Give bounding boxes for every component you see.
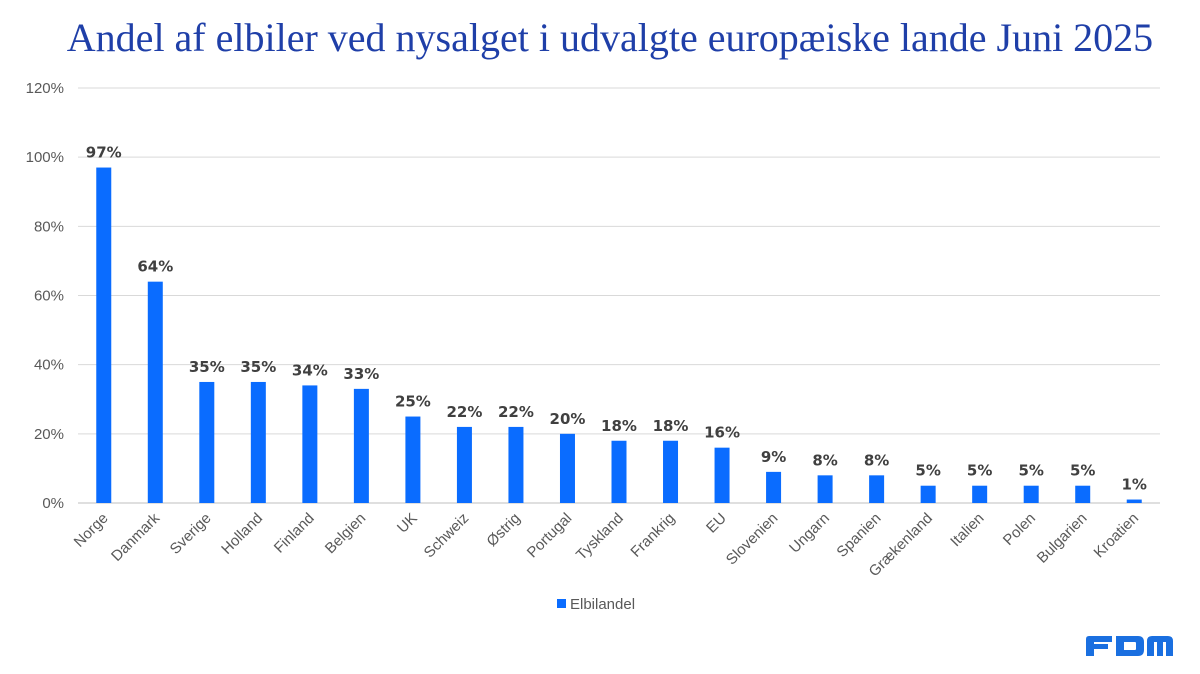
logo-letter-d — [1116, 636, 1144, 656]
bar — [1023, 485, 1039, 503]
x-tick-label: Ungarn — [786, 510, 833, 557]
data-label: 64% — [137, 258, 173, 276]
data-label: 25% — [395, 393, 431, 411]
bar — [714, 447, 730, 503]
legend: Elbilandel — [557, 596, 635, 613]
data-label: 8% — [864, 451, 889, 469]
y-tick-label: 60% — [34, 288, 64, 305]
bar — [147, 281, 163, 503]
data-label: 16% — [704, 424, 740, 442]
bar — [611, 440, 627, 503]
data-label: 5% — [915, 462, 940, 480]
x-tick-label: Sverige — [167, 510, 215, 558]
data-label: 22% — [446, 403, 482, 421]
data-label: 18% — [601, 417, 637, 435]
fdm-logo — [1086, 636, 1173, 656]
x-tick-label: EU — [703, 510, 730, 537]
y-tick-label: 0% — [42, 495, 64, 512]
data-label: 5% — [1018, 462, 1043, 480]
bar — [1126, 499, 1142, 503]
x-tick-label: Kroatien — [1091, 510, 1143, 562]
bar — [508, 426, 524, 503]
data-label: 5% — [967, 462, 992, 480]
bar — [353, 388, 369, 503]
bar — [250, 381, 266, 503]
bar — [920, 485, 936, 503]
x-tick-label: Tyskland — [573, 510, 627, 564]
bar — [766, 471, 782, 503]
data-label: 5% — [1070, 462, 1095, 480]
x-tick-label: Polen — [1000, 510, 1039, 549]
data-labels: 97% 64% 35% 35% 34% 33% 25% 22% 22% 20% 18% 18% 16% 9… — [86, 144, 1147, 494]
data-label: 18% — [653, 417, 689, 435]
logo-letter-m — [1147, 636, 1173, 656]
data-label: 1% — [1122, 476, 1147, 494]
x-tick-label: Finland — [271, 510, 318, 557]
bar — [405, 416, 421, 503]
data-label: 34% — [292, 361, 328, 379]
x-tick-label: Holland — [218, 510, 266, 558]
x-tick-label: Slovenien — [723, 510, 782, 569]
data-label: 9% — [761, 448, 786, 466]
y-tick-label: 100% — [26, 149, 64, 166]
data-label: 97% — [86, 144, 122, 162]
y-tick-label: 40% — [34, 357, 64, 374]
y-tick-label: 20% — [34, 426, 64, 443]
data-label: 35% — [189, 358, 225, 376]
bar — [302, 385, 318, 503]
logo-letter-f — [1086, 636, 1112, 656]
data-label: 22% — [498, 403, 534, 421]
y-tick-label: 80% — [34, 218, 64, 235]
x-tick-label: Spanien — [833, 510, 884, 561]
x-tick-label: Italien — [947, 510, 987, 550]
bar — [817, 475, 833, 503]
chart-title: Andel af elbiler ved nysalget i udvalgte… — [66, 15, 1154, 60]
bar — [456, 426, 472, 503]
bar — [559, 433, 575, 503]
data-label: 35% — [240, 358, 276, 376]
bar — [663, 440, 679, 503]
bar — [972, 485, 988, 503]
y-axis-ticks: 0% 20% 40% 60% 80% 100% 120% — [26, 80, 64, 512]
x-tick-label: Østrig — [483, 510, 523, 550]
x-tick-label: Bulgarien — [1034, 510, 1091, 567]
legend-label: Elbilandel — [570, 596, 635, 613]
x-tick-label: Danmark — [108, 509, 163, 564]
x-tick-label: Norge — [71, 510, 112, 551]
x-tick-label: UK — [394, 510, 421, 537]
x-tick-label: Portugal — [524, 510, 576, 562]
data-label: 8% — [812, 451, 837, 469]
x-tick-label: Belgien — [322, 510, 369, 557]
data-label: 33% — [343, 365, 379, 383]
bar — [199, 381, 215, 503]
bars — [96, 167, 1142, 503]
data-label: 20% — [550, 410, 586, 428]
bar — [96, 167, 112, 503]
x-tick-label: Schweiz — [421, 510, 473, 562]
bar — [869, 475, 885, 503]
y-tick-label: 120% — [26, 80, 64, 97]
bar — [1075, 485, 1091, 503]
legend-swatch — [557, 599, 566, 608]
x-tick-label: Frankrig — [627, 510, 678, 561]
